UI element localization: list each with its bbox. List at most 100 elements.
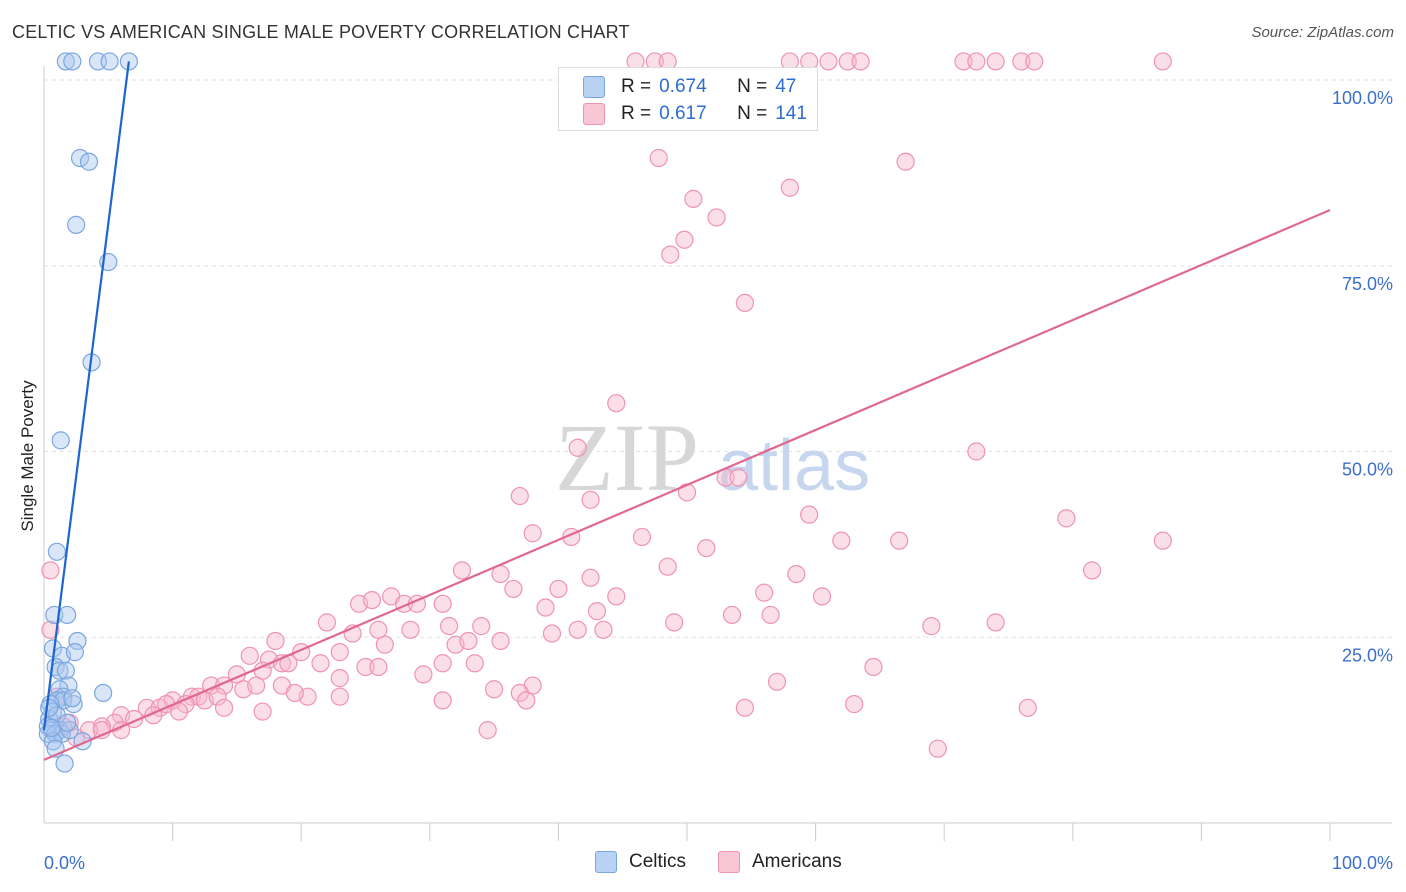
celtics-point-43 bbox=[58, 713, 77, 732]
axes bbox=[43, 66, 1392, 841]
americans-point-118 bbox=[253, 702, 272, 721]
americans-point-89 bbox=[369, 657, 388, 677]
americans-point-26 bbox=[729, 468, 748, 487]
americans-point-111 bbox=[433, 691, 452, 710]
americans-point-22 bbox=[607, 394, 626, 413]
americans-point-97 bbox=[247, 676, 266, 695]
celtics-point-46 bbox=[63, 689, 82, 708]
americans-point-68 bbox=[568, 620, 587, 639]
celtics-point-20 bbox=[56, 661, 75, 680]
americans-point-47 bbox=[549, 579, 568, 599]
americans-point-53 bbox=[362, 590, 382, 610]
celtics-point-14 bbox=[68, 631, 87, 651]
celtics-point-27 bbox=[94, 683, 113, 703]
watermark-zip: ZIP bbox=[555, 404, 699, 511]
americans-point-19 bbox=[675, 230, 694, 249]
americans-point-23 bbox=[568, 438, 587, 457]
y-tick-label-50: 50.0% bbox=[1342, 460, 1393, 480]
americans-point-128 bbox=[41, 620, 60, 639]
americans-point-37 bbox=[1153, 531, 1172, 550]
americans-trend-line bbox=[43, 209, 1331, 761]
americans-point-48 bbox=[607, 587, 626, 606]
americans-point-85 bbox=[311, 654, 330, 673]
americans-point-83 bbox=[465, 654, 484, 673]
americans-point-129 bbox=[41, 561, 60, 580]
americans-point-73 bbox=[542, 624, 562, 643]
celtics-point-38 bbox=[60, 721, 79, 740]
americans-point-78 bbox=[330, 643, 349, 662]
celtics-legend-swatch bbox=[595, 851, 617, 873]
americans-point-116 bbox=[214, 698, 234, 717]
americans-point-34 bbox=[632, 527, 652, 547]
americans-point-41 bbox=[452, 561, 472, 580]
americans-n-value: 141 bbox=[775, 103, 807, 124]
americans-point-39 bbox=[658, 557, 677, 576]
chart-title: CELTIC VS AMERICAN SINGLE MALE POVERTY C… bbox=[12, 22, 630, 42]
americans-point-46 bbox=[504, 579, 523, 599]
legend-item-americans[interactable]: Americans bbox=[718, 851, 842, 873]
americans-point-133 bbox=[845, 695, 864, 714]
celtics-r-value: 0.674 bbox=[659, 76, 707, 97]
americans-point-36 bbox=[890, 531, 909, 550]
americans-point-137 bbox=[1018, 698, 1037, 717]
y-tick-label-25: 25.0% bbox=[1342, 645, 1393, 665]
y-tick-label-75: 75.0% bbox=[1342, 274, 1393, 294]
celtics-legend-label: Celtics bbox=[629, 851, 687, 872]
americans-point-8 bbox=[954, 52, 973, 71]
americans-point-6 bbox=[838, 52, 857, 71]
americans-point-117 bbox=[285, 683, 304, 703]
celtics-swatch bbox=[583, 76, 605, 98]
americans-swatch bbox=[583, 103, 605, 125]
americans-point-71 bbox=[375, 635, 394, 654]
americans-legend-swatch bbox=[718, 851, 740, 873]
celtics-point-39 bbox=[43, 732, 63, 751]
celtics-point-6 bbox=[79, 152, 99, 171]
americans-point-107 bbox=[208, 687, 227, 706]
americans-point-14 bbox=[649, 148, 668, 168]
americans-point-15 bbox=[896, 152, 915, 171]
americans-point-49 bbox=[755, 583, 774, 602]
y-tick-label-100: 100.0% bbox=[1332, 88, 1393, 108]
americans-point-20 bbox=[661, 245, 680, 264]
americans-point-28 bbox=[581, 490, 600, 509]
celtics-point-0 bbox=[56, 52, 75, 71]
celtics-n-label: N = bbox=[737, 76, 768, 97]
americans-point-7 bbox=[851, 52, 870, 71]
americans-point-17 bbox=[684, 189, 703, 208]
americans-point-9 bbox=[967, 52, 986, 71]
americans-point-60 bbox=[317, 613, 337, 632]
celtics-n-value: 47 bbox=[775, 76, 797, 97]
source-note: Source: ZipAtlas.com bbox=[1251, 24, 1394, 41]
americans-point-51 bbox=[433, 594, 452, 613]
trend-lines bbox=[42, 61, 1331, 761]
americans-point-88 bbox=[356, 657, 375, 677]
americans-point-92 bbox=[330, 669, 349, 688]
americans-point-27 bbox=[510, 486, 529, 506]
americans-point-101 bbox=[510, 683, 529, 703]
americans-point-65 bbox=[922, 617, 941, 636]
americans-point-63 bbox=[665, 613, 684, 632]
legend-row-celtics: R = 0.674 N = 47 bbox=[583, 74, 796, 100]
americans-point-90 bbox=[864, 657, 883, 677]
americans-point-5 bbox=[819, 52, 838, 71]
x-tick-label-0: 0.0% bbox=[44, 853, 85, 873]
celtics-r-label: R = bbox=[621, 76, 652, 97]
legend-item-celtics[interactable]: Celtics bbox=[595, 851, 686, 873]
americans-point-44 bbox=[787, 564, 806, 584]
y-tick-labels: 25.0% 50.0% 75.0% 100.0% bbox=[1332, 88, 1393, 665]
americans-point-110 bbox=[517, 691, 536, 710]
watermark: ZIP atlas bbox=[555, 404, 870, 511]
americans-points bbox=[41, 52, 1172, 758]
americans-point-91 bbox=[414, 665, 433, 684]
celtics-point-44 bbox=[40, 698, 59, 717]
americans-point-59 bbox=[722, 605, 742, 625]
americans-point-16 bbox=[780, 178, 799, 197]
americans-point-10 bbox=[986, 52, 1005, 71]
americans-point-58 bbox=[761, 605, 780, 625]
celtics-point-45 bbox=[55, 754, 74, 773]
grid-lines bbox=[44, 79, 1392, 638]
celtics-point-17 bbox=[65, 643, 84, 662]
americans-point-32 bbox=[523, 524, 542, 543]
americans-point-12 bbox=[1025, 52, 1044, 71]
